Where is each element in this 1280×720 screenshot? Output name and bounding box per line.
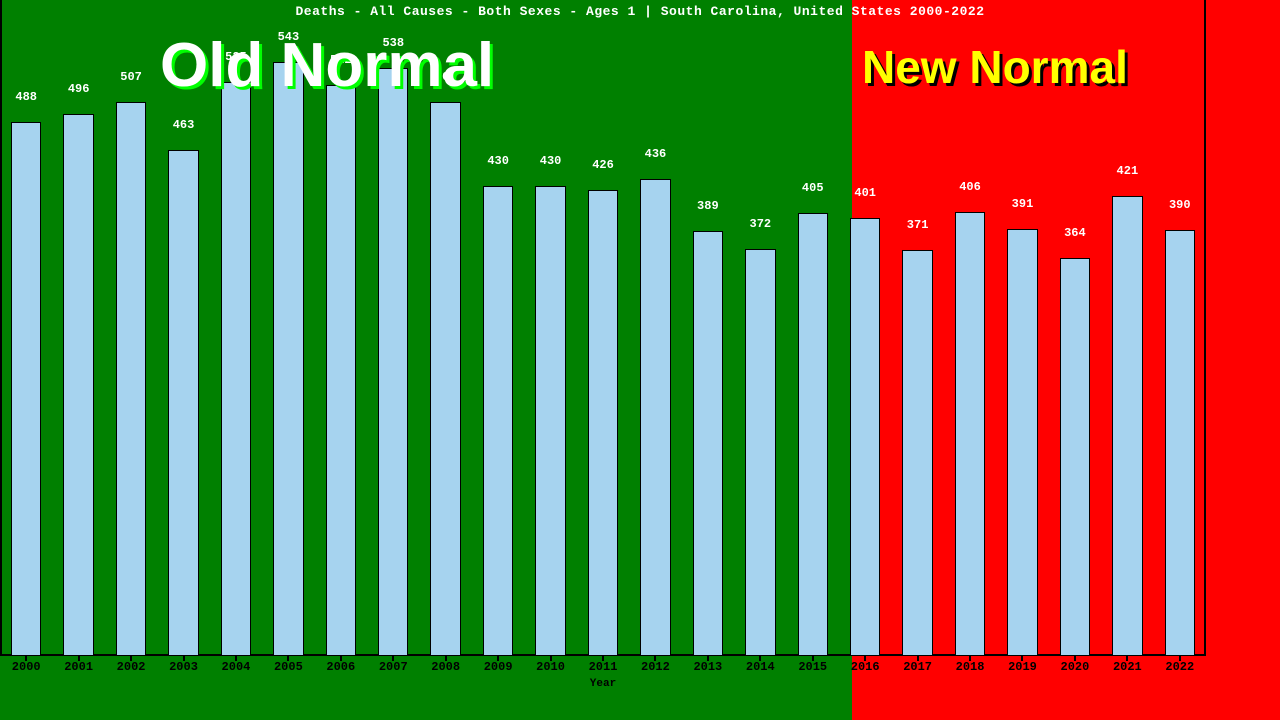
bar bbox=[430, 102, 460, 656]
bar bbox=[1112, 196, 1142, 656]
x-tick-label: 2004 bbox=[222, 656, 251, 674]
x-tick-label: 2008 bbox=[431, 656, 460, 674]
bar-value-label: 405 bbox=[802, 181, 824, 197]
bar bbox=[693, 231, 723, 656]
x-tick-label: 2013 bbox=[693, 656, 722, 674]
x-tick-label: 2015 bbox=[798, 656, 827, 674]
overlay-new-normal: New Normal bbox=[862, 40, 1128, 94]
x-tick-label: 2010 bbox=[536, 656, 565, 674]
bar-value-label: 496 bbox=[68, 82, 90, 98]
bar-value-label: 372 bbox=[749, 217, 771, 233]
bar bbox=[1060, 258, 1090, 656]
x-tick-label: 2014 bbox=[746, 656, 775, 674]
chart-canvas: Deaths - All Causes - Both Sexes - Ages … bbox=[0, 0, 1280, 720]
bar-value-label: 436 bbox=[645, 147, 667, 163]
bar bbox=[326, 85, 356, 656]
bar-value-label: 426 bbox=[592, 158, 614, 174]
bar-value-label: 430 bbox=[487, 154, 509, 170]
x-tick-label: 2017 bbox=[903, 656, 932, 674]
bar bbox=[378, 68, 408, 656]
x-axis-label: Year bbox=[590, 678, 616, 690]
bar bbox=[1007, 229, 1037, 656]
x-tick-label: 2019 bbox=[1008, 656, 1037, 674]
bar bbox=[850, 218, 880, 656]
bar-value-label: 406 bbox=[959, 180, 981, 196]
bar bbox=[535, 186, 565, 656]
axis-line bbox=[1204, 0, 1206, 656]
x-tick-label: 2018 bbox=[956, 656, 985, 674]
bar bbox=[902, 250, 932, 656]
bar-value-label: 364 bbox=[1064, 226, 1086, 242]
bar bbox=[745, 249, 775, 656]
bar-value-label: 430 bbox=[540, 154, 562, 170]
bar-value-label: 488 bbox=[15, 90, 37, 106]
x-tick-label: 2002 bbox=[117, 656, 146, 674]
bar-value-label: 401 bbox=[854, 186, 876, 202]
x-tick-label: 2009 bbox=[484, 656, 513, 674]
bar bbox=[168, 150, 198, 656]
bar bbox=[273, 62, 303, 656]
bar bbox=[640, 179, 670, 656]
x-tick-label: 2021 bbox=[1113, 656, 1142, 674]
x-tick-label: 2016 bbox=[851, 656, 880, 674]
bar-value-label: 371 bbox=[907, 218, 929, 234]
x-tick-label: 2001 bbox=[64, 656, 93, 674]
bar bbox=[798, 213, 828, 656]
x-tick-label: 2005 bbox=[274, 656, 303, 674]
overlay-old-normal: Old Normal bbox=[160, 30, 494, 101]
bar-value-label: 463 bbox=[173, 118, 195, 134]
axis-line bbox=[0, 0, 2, 656]
x-tick-label: 2011 bbox=[589, 656, 618, 674]
x-tick-label: 2007 bbox=[379, 656, 408, 674]
bar bbox=[116, 102, 146, 656]
bar bbox=[11, 122, 41, 656]
bar-value-label: 391 bbox=[1012, 197, 1034, 213]
bar bbox=[483, 186, 513, 656]
bar bbox=[63, 114, 93, 656]
bar bbox=[955, 212, 985, 656]
bar-value-label: 421 bbox=[1117, 164, 1139, 180]
x-tick-label: 2022 bbox=[1165, 656, 1194, 674]
bar-value-label: 389 bbox=[697, 199, 719, 215]
bar-value-label: 507 bbox=[120, 70, 142, 86]
x-tick-label: 2006 bbox=[326, 656, 355, 674]
bar bbox=[588, 190, 618, 656]
x-tick-label: 2000 bbox=[12, 656, 41, 674]
bar bbox=[1165, 230, 1195, 656]
x-tick-label: 2020 bbox=[1061, 656, 1090, 674]
x-tick-label: 2012 bbox=[641, 656, 670, 674]
bar-value-label: 390 bbox=[1169, 198, 1191, 214]
x-tick-label: 2003 bbox=[169, 656, 198, 674]
bar bbox=[221, 82, 251, 656]
